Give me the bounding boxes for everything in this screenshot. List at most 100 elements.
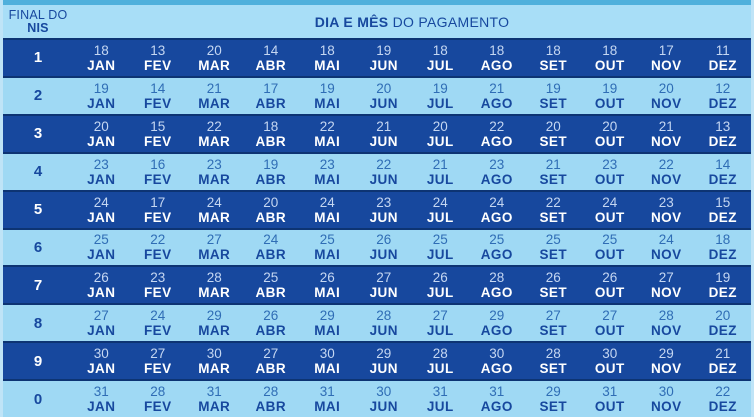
payment-day: 30 — [489, 346, 505, 362]
payment-day: 20 — [715, 308, 731, 324]
payment-month: ABR — [255, 209, 286, 225]
payment-month: JUN — [369, 399, 398, 415]
payment-month: SET — [539, 285, 567, 301]
payment-day: 24 — [489, 194, 505, 210]
payment-date-cell: 18 JUL — [412, 43, 469, 73]
payment-day: 13 — [715, 118, 731, 134]
top-border-strip — [3, 0, 751, 5]
payment-date-cell: 29 NOV — [638, 346, 695, 376]
payment-date-cell: 17 NOV — [638, 43, 695, 73]
payment-day: 19 — [376, 42, 392, 58]
payment-month: OUT — [594, 95, 625, 111]
payment-day: 20 — [432, 118, 448, 134]
payment-day: 19 — [319, 80, 335, 96]
table-header: FINAL DO NIS DIA E MÊS DO PAGAMENTO — [3, 5, 751, 38]
payment-month: SET — [539, 399, 567, 415]
payment-date-cell: 29 SET — [525, 384, 582, 414]
payment-day: 19 — [263, 156, 279, 172]
payment-month: JAN — [87, 399, 116, 415]
payment-month: ABR — [255, 133, 286, 149]
payment-date-cell: 11 DEZ — [695, 43, 752, 73]
payment-month: AGO — [480, 95, 513, 111]
payment-day: 23 — [376, 194, 392, 210]
payment-date-cell: 26 JUL — [412, 270, 469, 300]
payment-date-cell: 21 SET — [525, 157, 582, 187]
payment-month: NOV — [651, 361, 682, 377]
payment-month: OUT — [594, 323, 625, 339]
payment-date-cell: 28 MAR — [186, 270, 243, 300]
payment-month: JAN — [87, 95, 116, 111]
payment-month: MAI — [314, 133, 341, 149]
payment-date-cell: 22 JUN — [356, 157, 413, 187]
payment-month: MAI — [314, 209, 341, 225]
payment-date-cell: 25 JUL — [412, 232, 469, 262]
payment-month: MAR — [198, 323, 231, 339]
payment-date-cell: 26 ABR — [243, 308, 300, 338]
payment-month: DEZ — [708, 171, 737, 187]
payment-day: 20 — [206, 42, 222, 58]
payment-day: 22 — [150, 232, 166, 248]
payment-date-cell: 18 OUT — [582, 43, 639, 73]
table-row: 8 27 JAN 24 FEV 29 MAR 26 ABR 29 MAI 28 JUN 27 JUL 29 AG… — [3, 305, 751, 342]
nis-digit: 1 — [33, 49, 43, 67]
payment-day: 26 — [319, 270, 335, 286]
payment-month: JUN — [369, 361, 398, 377]
payment-day: 24 — [263, 232, 279, 248]
payment-month: JAN — [87, 323, 116, 339]
payment-month: SET — [539, 95, 567, 111]
payment-date-cell: 22 AGO — [469, 119, 526, 149]
payment-day: 22 — [545, 194, 561, 210]
payment-date-cell: 21 JUL — [412, 157, 469, 187]
payment-date-cell: 23 OUT — [582, 157, 639, 187]
payment-date-cell: 20 OUT — [582, 119, 639, 149]
payment-day: 23 — [489, 156, 505, 172]
payment-day: 21 — [658, 118, 674, 134]
payment-month: OUT — [594, 285, 625, 301]
payment-month: JUL — [426, 57, 454, 73]
payment-day: 25 — [545, 232, 561, 248]
payment-date-cell: 14 FEV — [130, 81, 187, 111]
payment-date-cell: 25 OUT — [582, 232, 639, 262]
payment-date-cell: 31 OUT — [582, 384, 639, 414]
payment-month: DEZ — [708, 247, 737, 263]
payment-month: MAR — [198, 133, 231, 149]
payment-date-cell: 15 FEV — [130, 119, 187, 149]
payment-day: 28 — [545, 346, 561, 362]
payment-month: OUT — [594, 57, 625, 73]
payment-date-cell: 19 JUN — [356, 43, 413, 73]
payment-date-cell: 23 AGO — [469, 157, 526, 187]
payment-day: 24 — [602, 194, 618, 210]
payment-date-cell: 22 SET — [525, 195, 582, 225]
payment-month: JUL — [426, 209, 454, 225]
payment-day: 23 — [602, 156, 618, 172]
payment-date-cell: 23 MAR — [186, 157, 243, 187]
payment-month: FEV — [144, 323, 172, 339]
payment-date-cell: 12 DEZ — [695, 81, 752, 111]
payment-date-cell: 27 JUL — [412, 308, 469, 338]
payment-date-cell: 25 AGO — [469, 232, 526, 262]
payment-date-cell: 18 ABR — [243, 119, 300, 149]
table-row: 3 20 JAN 15 FEV 22 MAR 18 ABR 22 MAI 21 JUN 20 JUL 22 AG… — [3, 113, 751, 154]
payment-day: 30 — [658, 384, 674, 400]
payment-day: 27 — [432, 308, 448, 324]
payment-date-cell: 20 ABR — [243, 195, 300, 225]
payment-month: JUN — [369, 171, 398, 187]
payment-date-cell: 19 ABR — [243, 157, 300, 187]
payment-date-cell: 24 ABR — [243, 232, 300, 262]
payment-date-cell: 22 NOV — [638, 157, 695, 187]
payment-month: JAN — [87, 133, 116, 149]
payment-date-cell: 24 MAI — [299, 195, 356, 225]
payment-day: 18 — [263, 118, 279, 134]
payment-date-cell: 29 MAI — [299, 308, 356, 338]
payment-date-cell: 19 DEZ — [695, 270, 752, 300]
payment-day: 20 — [602, 118, 618, 134]
payment-day: 26 — [602, 270, 618, 286]
payment-date-cell: 31 MAI — [299, 384, 356, 414]
payment-date-cell: 18 AGO — [469, 43, 526, 73]
payment-day: 15 — [150, 118, 166, 134]
payment-day: 29 — [489, 308, 505, 324]
payment-month: JAN — [87, 285, 116, 301]
payment-date-cell: 28 AGO — [469, 270, 526, 300]
payment-date-cell: 28 FEV — [130, 384, 187, 414]
payment-day: 22 — [489, 118, 505, 134]
